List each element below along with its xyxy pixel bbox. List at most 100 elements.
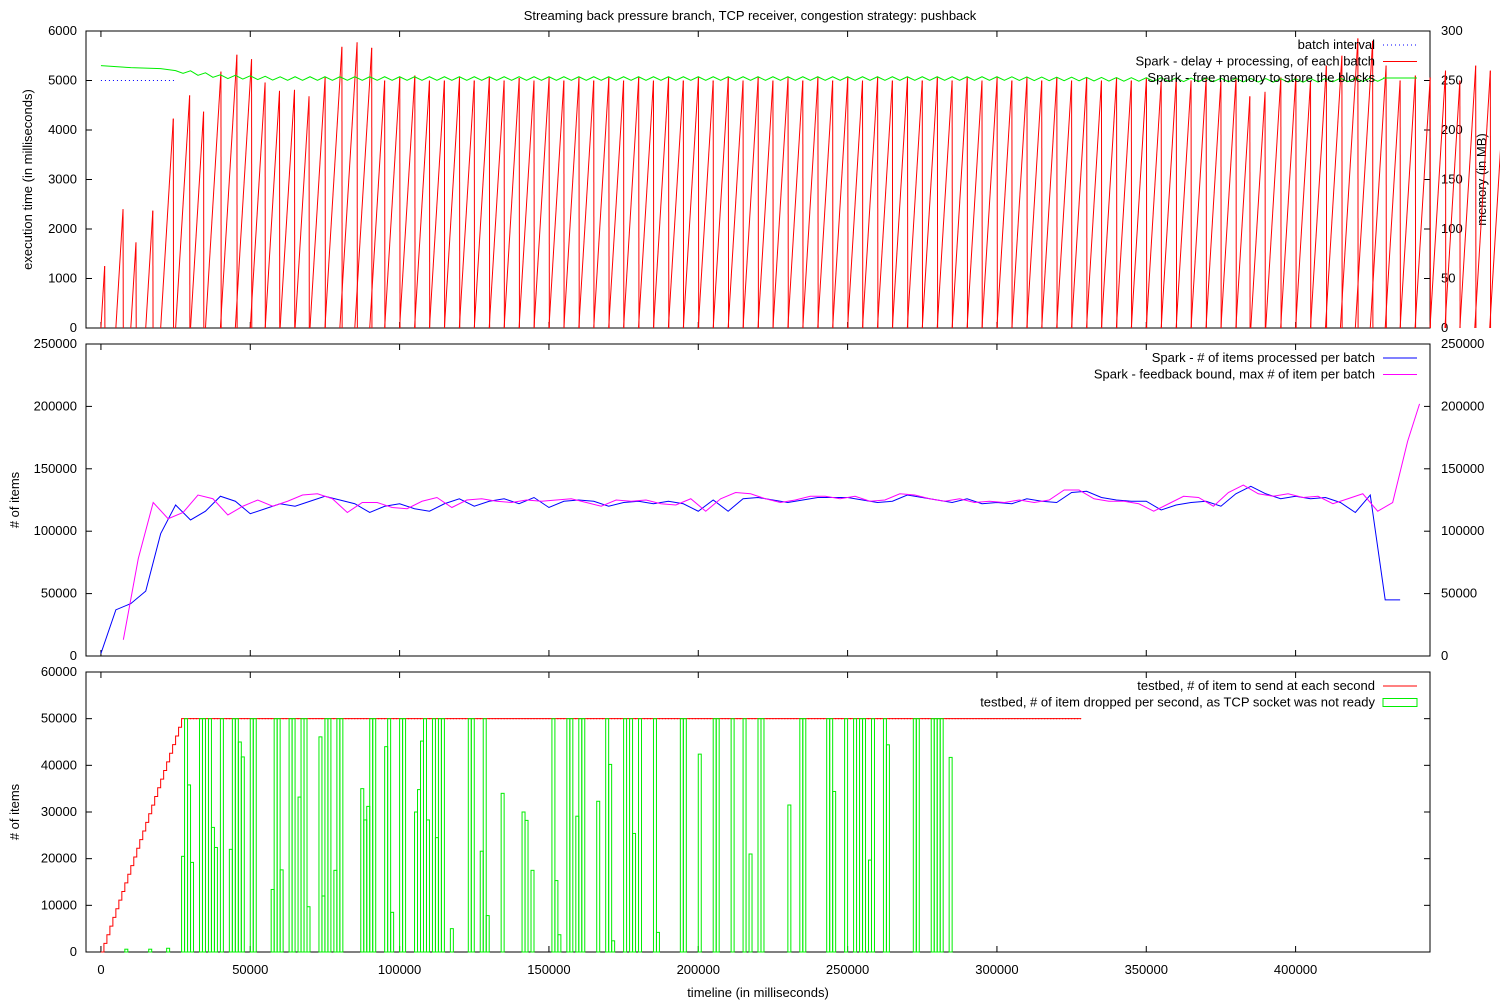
send-rate-point bbox=[548, 717, 550, 720]
send-rate-point bbox=[643, 717, 646, 720]
send-rate-point bbox=[267, 717, 269, 720]
delay-rise bbox=[294, 96, 310, 329]
send-rate-point bbox=[351, 717, 353, 720]
delay-rise bbox=[1145, 80, 1162, 329]
send-rate-point bbox=[966, 717, 968, 720]
delay-rise bbox=[309, 77, 326, 329]
chart-title: Streaming back pressure branch, TCP rece… bbox=[524, 8, 977, 23]
dropped-bar bbox=[885, 744, 890, 953]
send-rate-point bbox=[1076, 717, 1079, 720]
dropped-bar bbox=[853, 718, 858, 953]
send-rate-point bbox=[700, 717, 702, 720]
dropped-bar bbox=[166, 947, 171, 953]
delay-rise bbox=[951, 77, 968, 329]
send-rate-point bbox=[285, 717, 287, 720]
delay-rise bbox=[324, 46, 343, 329]
delay-rise bbox=[428, 80, 445, 329]
send-rate-point bbox=[784, 717, 786, 720]
send-rate-point bbox=[790, 717, 792, 720]
legend-swatch bbox=[1382, 698, 1418, 707]
dropped-bar bbox=[485, 915, 490, 953]
delay-rise bbox=[1026, 80, 1043, 329]
send-rate-point bbox=[1058, 717, 1061, 720]
send-rate-point bbox=[924, 717, 926, 720]
send-rate-point bbox=[1047, 717, 1049, 720]
dropped-bar bbox=[449, 928, 454, 953]
dropped-bar bbox=[279, 869, 284, 953]
y-tick-label: 200000 bbox=[34, 398, 77, 413]
delay-rise bbox=[727, 80, 744, 329]
send-rate-point bbox=[599, 717, 601, 720]
x-tick-label: 150000 bbox=[527, 962, 570, 977]
send-rate-point bbox=[748, 717, 750, 720]
series-line bbox=[100, 485, 1401, 654]
send-rate-point bbox=[416, 717, 419, 720]
delay-rise bbox=[1444, 80, 1461, 329]
y-tick-label: 1000 bbox=[48, 271, 77, 286]
send-rate-point bbox=[428, 717, 431, 720]
y-tick-label: 50000 bbox=[41, 586, 77, 601]
send-rate-point bbox=[688, 717, 691, 720]
delay-rise bbox=[204, 71, 222, 329]
send-rate-point bbox=[996, 717, 998, 720]
delay-rise bbox=[339, 42, 358, 329]
send-rate-point bbox=[1002, 717, 1004, 720]
delay-rise bbox=[787, 80, 804, 329]
send-rate-point bbox=[270, 717, 272, 720]
send-rate-point bbox=[476, 717, 478, 720]
send-rate-point bbox=[1073, 717, 1076, 720]
dropped-bar bbox=[697, 753, 702, 953]
delay-rise bbox=[369, 80, 386, 329]
dropped-bar bbox=[339, 718, 344, 953]
send-rate-point bbox=[963, 717, 965, 720]
delay-rise bbox=[623, 77, 640, 329]
delay-rise bbox=[1056, 80, 1073, 329]
legend: testbed, # of item to send at each secon… bbox=[980, 678, 1418, 710]
delay-rise bbox=[1100, 77, 1118, 329]
send-rate-point bbox=[811, 717, 813, 720]
dropped-bar bbox=[303, 718, 308, 953]
x-tick-label: 50000 bbox=[232, 962, 268, 977]
send-rate-point bbox=[518, 717, 520, 720]
send-rate-point bbox=[575, 717, 577, 720]
delay-rise bbox=[100, 266, 106, 329]
send-rate-point bbox=[446, 717, 449, 720]
send-rate-point bbox=[530, 717, 532, 720]
delay-rise bbox=[697, 80, 714, 329]
series-2 bbox=[124, 718, 953, 953]
y-axis-label: execution time (in milliseconds) bbox=[20, 89, 35, 270]
send-rate-point bbox=[321, 717, 323, 720]
dropped-bar bbox=[596, 800, 601, 953]
send-rate-point bbox=[524, 717, 526, 720]
send-rate-point bbox=[1032, 717, 1034, 720]
dropped-bar bbox=[524, 819, 529, 953]
send-rate-point bbox=[601, 717, 604, 720]
send-rate-point bbox=[969, 717, 971, 720]
send-rate-point bbox=[497, 717, 499, 720]
send-rate-point bbox=[521, 717, 523, 720]
send-rate-point bbox=[778, 717, 780, 720]
delay-rise bbox=[1250, 91, 1266, 329]
send-rate-point bbox=[781, 717, 783, 720]
send-rate-point bbox=[596, 717, 598, 720]
send-rate-point bbox=[658, 717, 661, 720]
x-tick-label: 250000 bbox=[826, 962, 869, 977]
send-rate-point bbox=[817, 717, 819, 720]
delay-rise bbox=[578, 80, 595, 329]
send-rate-point bbox=[769, 717, 771, 720]
y2-tick-label: 100 bbox=[1441, 221, 1463, 236]
dropped-bar bbox=[240, 756, 245, 953]
send-rate-point bbox=[721, 717, 723, 720]
send-rate-point bbox=[736, 717, 738, 720]
legend-label: Spark - delay + processing, of each batc… bbox=[1135, 54, 1375, 69]
delay-rise bbox=[115, 209, 124, 329]
send-rate-point bbox=[1023, 717, 1025, 720]
delay-rise bbox=[1489, 149, 1500, 329]
dropped-bar bbox=[431, 718, 436, 953]
send-rate-point bbox=[333, 717, 335, 720]
send-rate-point bbox=[1014, 717, 1016, 720]
series-3 bbox=[100, 65, 1386, 83]
send-rate-point bbox=[1061, 717, 1064, 720]
dropped-bar bbox=[387, 718, 392, 953]
